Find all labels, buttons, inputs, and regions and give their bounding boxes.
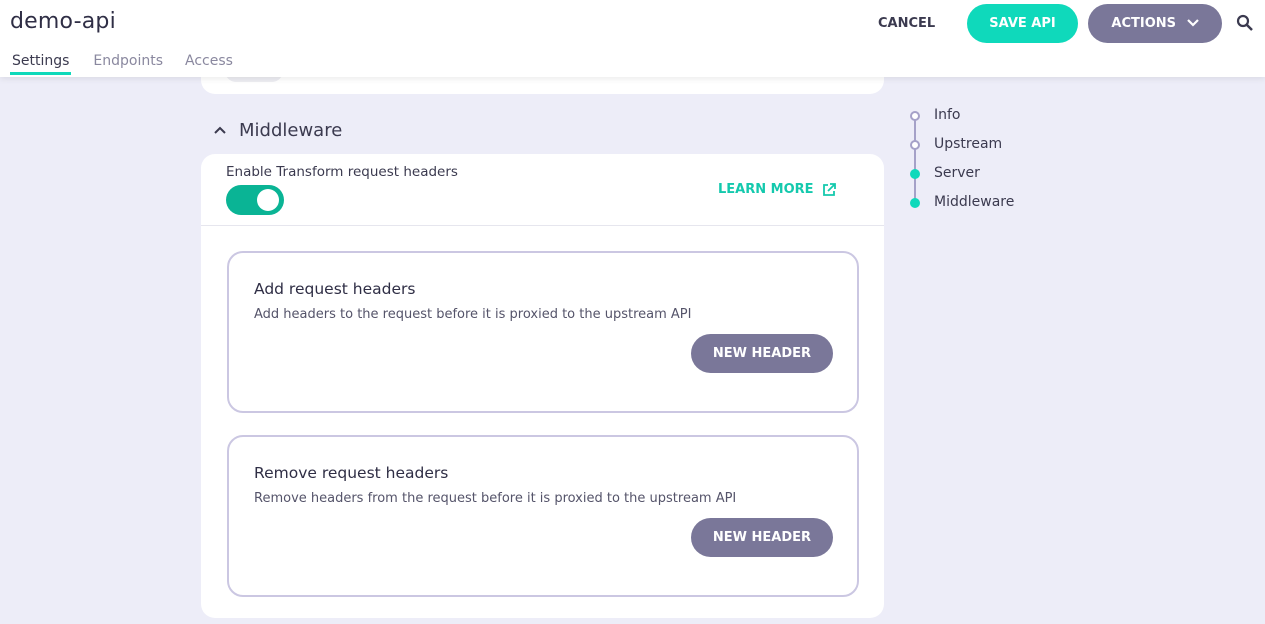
step-dot	[910, 169, 920, 179]
section-title: Middleware	[239, 120, 343, 141]
remove-headers-panel: Remove request headers Remove headers fr…	[227, 435, 859, 597]
panel-description: Remove headers from the request before i…	[254, 491, 737, 506]
page-title: demo-api	[10, 9, 116, 34]
panel-title: Remove request headers	[254, 464, 449, 482]
divider	[201, 225, 884, 226]
tab-endpoints[interactable]: Endpoints	[93, 53, 164, 69]
enable-label: Enable Transform request headers	[226, 164, 458, 180]
step-middleware[interactable]: Middleware	[908, 193, 1014, 222]
cancel-button[interactable]: CANCEL	[878, 16, 936, 31]
new-header-button[interactable]: NEW HEADER	[691, 518, 833, 557]
step-label: Middleware	[934, 194, 1015, 210]
header: demo-api Settings Endpoints Access CANCE…	[0, 0, 1265, 77]
external-link-icon	[822, 182, 836, 196]
actions-button[interactable]: ACTIONS	[1088, 4, 1222, 43]
save-api-button[interactable]: SAVE API	[967, 4, 1078, 43]
section-stepper: Info Upstream Server Middleware	[908, 106, 1014, 222]
middleware-section-header[interactable]: Middleware	[213, 120, 342, 141]
learn-more-link[interactable]: LEARN MORE	[718, 182, 836, 197]
step-upstream[interactable]: Upstream	[908, 135, 1014, 164]
actions-label: ACTIONS	[1111, 16, 1177, 31]
new-header-button[interactable]: NEW HEADER	[691, 334, 833, 373]
panel-title: Add request headers	[254, 280, 416, 298]
step-label: Info	[934, 107, 961, 123]
step-dot	[910, 111, 920, 121]
step-dot	[910, 198, 920, 208]
step-dot	[910, 140, 920, 150]
tab-settings[interactable]: Settings	[10, 53, 72, 75]
tab-access[interactable]: Access	[185, 53, 233, 69]
enable-transform-toggle[interactable]	[226, 185, 284, 215]
step-label: Upstream	[934, 136, 1003, 152]
step-label: Server	[934, 165, 980, 181]
chevron-down-icon	[1186, 19, 1199, 27]
middleware-card: Enable Transform request headers LEARN M…	[201, 154, 884, 618]
stepper-line	[914, 116, 916, 203]
learn-more-label: LEARN MORE	[718, 182, 814, 197]
step-server[interactable]: Server	[908, 164, 1014, 193]
search-icon[interactable]	[1236, 14, 1254, 32]
chevron-up-icon	[214, 126, 226, 134]
toggle-knob	[257, 189, 279, 211]
add-headers-panel: Add request headers Add headers to the r…	[227, 251, 859, 413]
tabs: Settings Endpoints Access	[10, 53, 233, 75]
panel-description: Add headers to the request before it is …	[254, 307, 692, 322]
step-info[interactable]: Info	[908, 106, 1014, 135]
